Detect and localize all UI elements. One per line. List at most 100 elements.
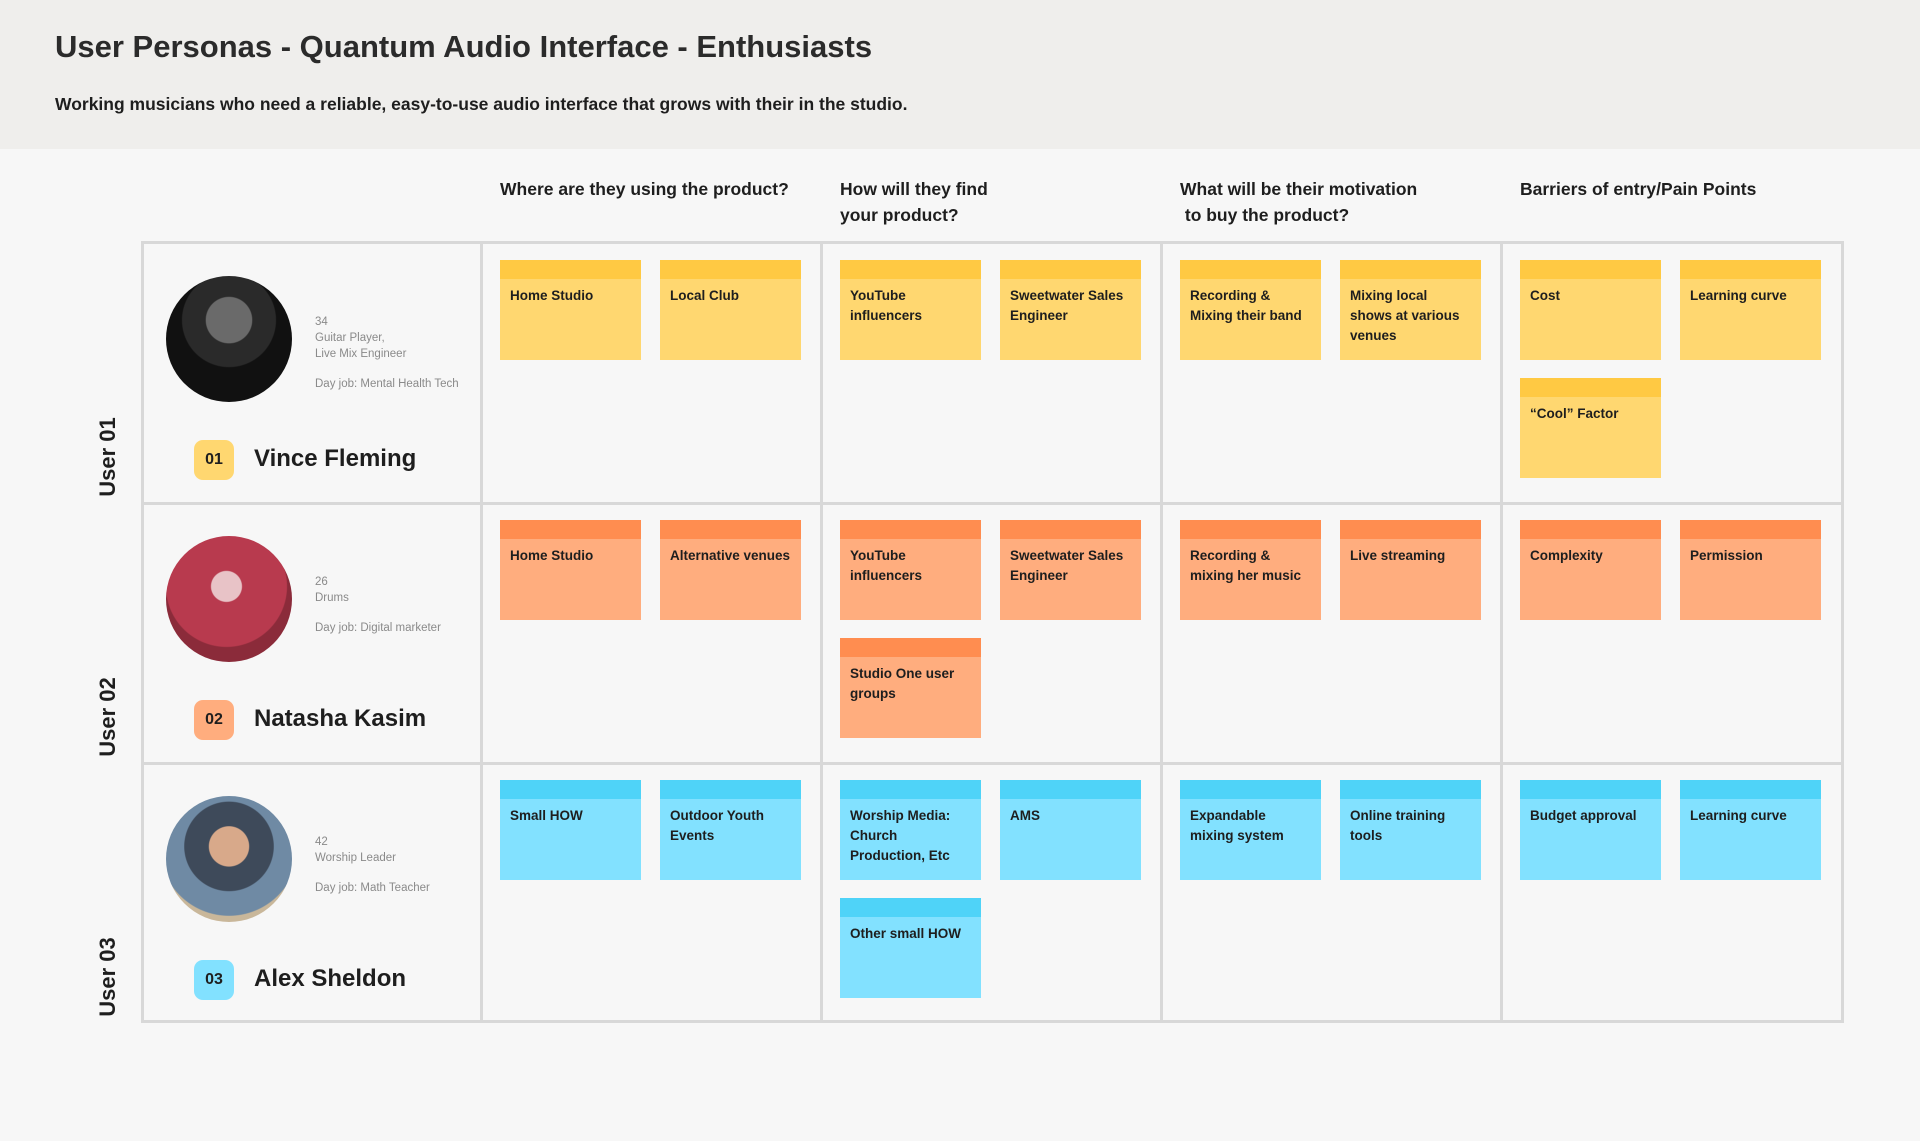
sticky-note-text: AMS (1010, 808, 1040, 823)
persona-day-job: Day job: Digital marketer (315, 622, 441, 634)
persona-day-job: Day job: Mental Health Tech (315, 378, 459, 390)
persona-age: 34 (315, 316, 328, 328)
grid-divider (820, 244, 823, 1020)
grid-divider (1500, 244, 1503, 1020)
sticky-note-strip (500, 260, 641, 279)
sticky-note-strip (500, 520, 641, 539)
persona-age: 26 (315, 576, 328, 588)
sticky-note-text: Recording & mixing her music (1190, 548, 1302, 583)
sticky-note[interactable]: Expandable mixing system (1180, 780, 1321, 880)
persona-name: Alex Sheldon (254, 965, 407, 992)
persona-name: Vince Fleming (254, 445, 417, 472)
sticky-note-strip (1680, 520, 1821, 539)
sticky-note[interactable]: AMS (1000, 780, 1141, 880)
sticky-note[interactable]: Sweetwater Sales Engineer (1000, 260, 1141, 360)
sticky-note[interactable]: Cost (1520, 260, 1661, 360)
sticky-note[interactable]: Local Club (660, 260, 801, 360)
grid-divider (1160, 244, 1163, 1020)
page-title: User Personas - Quantum Audio Interface … (55, 29, 873, 64)
person-photo-icon (166, 276, 292, 402)
sticky-note[interactable]: “Cool” Factor (1520, 378, 1661, 478)
column-header-find: How will they find your product? (840, 179, 988, 225)
sticky-note-text: Budget approval (1530, 808, 1637, 823)
sticky-note-text: Alternative venues (670, 548, 791, 563)
sticky-note-strip (1180, 260, 1321, 279)
sticky-note-text: Learning curve (1690, 288, 1787, 303)
sticky-note-strip (1520, 378, 1661, 397)
sticky-note-text: Permission (1690, 548, 1763, 563)
sticky-note-text: Small HOW (510, 808, 583, 823)
sticky-note-strip (1340, 520, 1481, 539)
sticky-note[interactable]: Sweetwater Sales Engineer (1000, 520, 1141, 620)
sticky-note-text: Home Studio (510, 288, 594, 303)
sticky-note[interactable]: Permission (1680, 520, 1821, 620)
page-header: User Personas - Quantum Audio Interface … (0, 0, 1920, 149)
avatar (166, 796, 292, 922)
persona-grid (141, 241, 1844, 1023)
person-photo-icon (166, 796, 292, 922)
sticky-note-text: Learning curve (1690, 808, 1787, 823)
sticky-note-text: “Cool” Factor (1530, 406, 1619, 421)
sticky-note-strip (660, 260, 801, 279)
sticky-note[interactable]: Live streaming (1340, 520, 1481, 620)
sticky-note-strip (660, 780, 801, 799)
sticky-note[interactable]: Small HOW (500, 780, 641, 880)
sticky-note-strip (840, 260, 981, 279)
user-number-badge: 03 (194, 960, 234, 1000)
sticky-note[interactable]: Worship Media: Church Production, Etc (840, 780, 981, 880)
grid-divider (480, 244, 483, 1020)
sticky-note-text: Outdoor Youth Events (670, 808, 764, 843)
sticky-note-text: Mixing local shows at various venues (1350, 288, 1460, 343)
sticky-note-text: Studio One user groups (850, 666, 955, 701)
persona-day-job: Day job: Math Teacher (315, 882, 430, 894)
sticky-note-text: Sweetwater Sales Engineer (1010, 548, 1124, 583)
sticky-note-text: Live streaming (1350, 548, 1446, 563)
person-photo-icon (166, 536, 292, 662)
sticky-note-strip (1680, 780, 1821, 799)
column-header-barriers: Barriers of entry/Pain Points (1520, 179, 1757, 199)
sticky-note[interactable]: Recording & Mixing their band (1180, 260, 1321, 360)
sticky-note-strip (840, 520, 981, 539)
sticky-note-strip (1340, 260, 1481, 279)
grid-divider (144, 502, 1841, 505)
avatar (166, 536, 292, 662)
sticky-note-strip (1000, 780, 1141, 799)
sticky-note-strip (840, 898, 981, 917)
sticky-note-text: Expandable mixing system (1190, 808, 1284, 843)
column-header-motivation: What will be their motivation to buy the… (1180, 179, 1418, 225)
persona-role: Guitar Player, Live Mix Engineer (315, 332, 407, 360)
sticky-note[interactable]: Studio One user groups (840, 638, 981, 738)
sticky-note-text: Sweetwater Sales Engineer (1010, 288, 1124, 323)
sticky-note-text: Worship Media: Church Production, Etc (850, 808, 951, 863)
sticky-note[interactable]: Online training tools (1340, 780, 1481, 880)
sticky-note[interactable]: YouTube influencers (840, 260, 981, 360)
sticky-note-strip (1520, 260, 1661, 279)
sticky-note[interactable]: Home Studio (500, 520, 641, 620)
sticky-note-text: Home Studio (510, 548, 594, 563)
sticky-note-text: YouTube influencers (850, 288, 923, 323)
sticky-note[interactable]: YouTube influencers (840, 520, 981, 620)
sticky-note-strip (840, 638, 981, 657)
sticky-note-strip (1000, 260, 1141, 279)
sticky-note-strip (1520, 780, 1661, 799)
sticky-note-text: Local Club (670, 288, 740, 303)
sticky-note-strip (1000, 520, 1141, 539)
avatar (166, 276, 292, 402)
sticky-note-strip (1180, 520, 1321, 539)
sticky-note[interactable]: Learning curve (1680, 780, 1821, 880)
sticky-note[interactable]: Learning curve (1680, 260, 1821, 360)
sticky-note-strip (1340, 780, 1481, 799)
sticky-note[interactable]: Other small HOW (840, 898, 981, 998)
sticky-note[interactable]: Budget approval (1520, 780, 1661, 880)
sticky-note[interactable]: Complexity (1520, 520, 1661, 620)
sticky-note-strip (660, 520, 801, 539)
persona-role: Drums (315, 592, 349, 604)
sticky-note-text: Online training tools (1350, 808, 1446, 843)
sticky-note[interactable]: Alternative venues (660, 520, 801, 620)
sticky-note[interactable]: Outdoor Youth Events (660, 780, 801, 880)
sticky-note[interactable]: Home Studio (500, 260, 641, 360)
sticky-note-strip (840, 780, 981, 799)
sticky-note[interactable]: Mixing local shows at various venues (1340, 260, 1481, 360)
sticky-note-strip (1180, 780, 1321, 799)
sticky-note[interactable]: Recording & mixing her music (1180, 520, 1321, 620)
